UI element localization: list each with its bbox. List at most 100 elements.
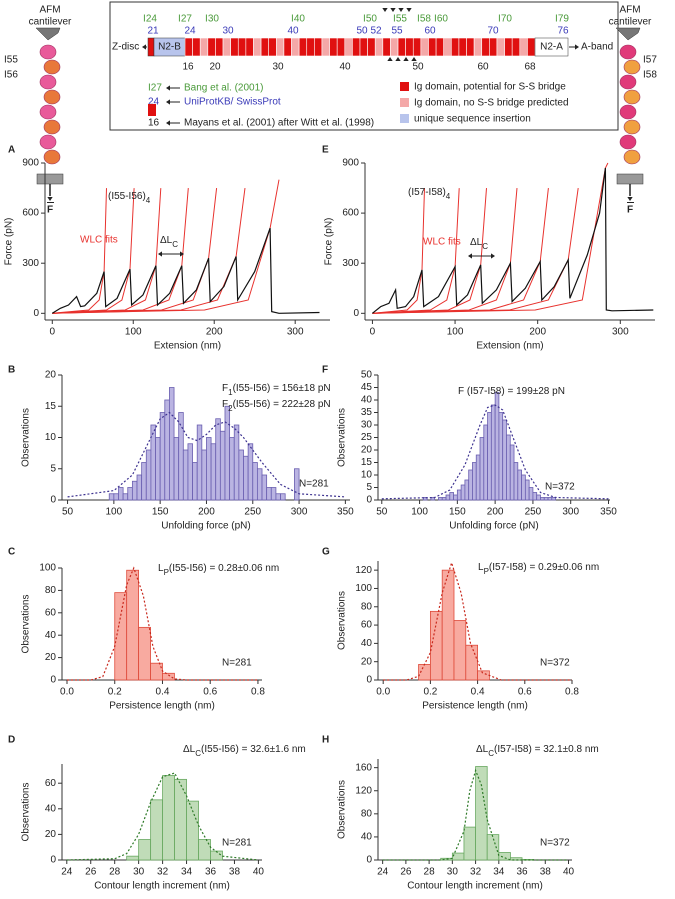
x-axis-title: Persistence length (nm)	[109, 701, 215, 712]
histogram-bar	[150, 424, 156, 501]
histogram-bar	[475, 766, 488, 861]
histogram-bar	[229, 437, 235, 501]
y-tick-label: 120	[355, 565, 372, 576]
annotation-sub: 2	[228, 404, 233, 413]
y-tick-label: 20	[45, 370, 57, 381]
wlc-fit	[372, 188, 460, 314]
legend-label: Ig domain, no S-S bridge predicted	[414, 98, 569, 109]
histogram-bar	[477, 670, 490, 681]
ig-domain	[237, 37, 247, 57]
domain-label-black: 50	[412, 62, 424, 73]
arrow-head	[166, 85, 170, 91]
annotation-text: (I57-I58) = 0.29±0.06 nm	[489, 562, 599, 573]
annotation-base: ΔL	[476, 744, 489, 755]
histogram-bar	[540, 497, 545, 501]
x-tick-label: 0.4	[156, 687, 170, 698]
ig-domain	[473, 37, 483, 57]
ig-domain	[443, 37, 452, 57]
arrow-head	[406, 8, 412, 12]
ig-domain	[276, 37, 285, 57]
gaussian-fit	[67, 566, 258, 681]
domain-label-blue: 70	[487, 26, 499, 37]
histogram-bar	[159, 412, 166, 501]
protein-domain	[39, 104, 57, 120]
histogram-bar	[521, 474, 526, 501]
wlc-fit	[372, 162, 609, 314]
y-tick-label: 10	[45, 432, 57, 443]
histogram-bar	[108, 493, 115, 501]
histogram-bar	[430, 497, 436, 501]
domain-label-black: 60	[477, 62, 489, 73]
panel-letter: G	[322, 547, 330, 558]
ig-domain	[329, 37, 338, 57]
x-tick-label: 200	[529, 327, 546, 338]
histogram-bar	[453, 494, 458, 501]
ig-domain	[367, 37, 376, 57]
x-tick-label: 200	[198, 507, 215, 518]
y-tick-label: 50	[361, 370, 373, 381]
y-tick-label: 60	[45, 778, 57, 789]
x-axis-title: Unfolding force (pN)	[161, 521, 250, 532]
annotation: F (I57-I58) = 199±28 pN	[458, 386, 565, 397]
histogram-bar	[215, 418, 221, 501]
y-axis-title: Observations	[337, 780, 348, 839]
histogram-bar	[178, 412, 184, 501]
histogram-bar	[475, 454, 481, 501]
gaussian-fit	[382, 768, 569, 861]
histogram-bar	[186, 800, 199, 861]
histogram-bar	[252, 462, 258, 501]
domain-label-black: 20	[209, 62, 221, 73]
y-tick-label: 100	[39, 563, 56, 574]
source-text: UniProtKB/ SwissProt	[184, 97, 281, 108]
ig-domain	[451, 37, 460, 57]
histogram-bar	[453, 620, 467, 681]
histogram-bar	[114, 592, 128, 681]
arrow-head	[47, 197, 53, 201]
y-tick-label: 10	[361, 470, 373, 481]
histogram-bar	[270, 487, 277, 501]
ig-domain	[314, 37, 323, 57]
x-tick-label: 150	[152, 507, 169, 518]
wlc-fit	[52, 188, 162, 314]
panel-letter: D	[8, 735, 15, 746]
ig-domain	[344, 37, 353, 57]
histogram-bar	[528, 487, 534, 501]
y-tick-label: 600	[342, 208, 359, 219]
substrate	[616, 173, 644, 185]
wlc-fit	[372, 188, 518, 314]
x-axis-title: Persistence length (nm)	[422, 701, 528, 712]
cantilever-label: AFM	[39, 5, 60, 16]
x-tick-label: 100	[411, 507, 428, 518]
x-tick-label: 50	[376, 507, 388, 518]
domain-label-green: I79	[555, 14, 569, 25]
histogram-bar	[238, 449, 244, 501]
x-tick-label: 38	[229, 867, 241, 878]
ig-domain	[268, 37, 277, 57]
x-tick-label: 200	[487, 507, 504, 518]
domain-label-green: I24	[143, 14, 157, 25]
histogram-bar	[182, 449, 189, 501]
domain-label-green: I60	[434, 14, 448, 25]
n-label: N=281	[222, 838, 252, 849]
x-tick-label: 40	[253, 867, 265, 878]
source-text: Bang et al. (2001)	[184, 83, 264, 94]
domain-label-blue: 60	[424, 26, 436, 37]
panel-letter: C	[8, 547, 15, 558]
x-tick-label: 350	[337, 507, 354, 518]
annotation: ΔLC	[160, 235, 178, 249]
histogram-bar	[224, 405, 231, 501]
y-tick-label: 15	[45, 401, 57, 412]
x-tick-label: 300	[287, 327, 304, 338]
domain-label-blue: 24	[184, 26, 196, 37]
x-tick-label: 30	[447, 867, 459, 878]
ig-domain	[412, 37, 422, 57]
histogram-bar	[463, 826, 476, 861]
arrow-head	[142, 44, 146, 50]
legend-label: unique sequence insertion	[414, 114, 531, 125]
y-tick-label: 0	[366, 675, 372, 686]
force-trace	[372, 167, 654, 314]
arrow-head	[575, 44, 579, 50]
x-tick-label: 0.6	[203, 687, 217, 698]
source-marker: 24	[148, 97, 160, 108]
source-text: Mayans et al. (2001) after Witt et al. (…	[184, 118, 374, 129]
